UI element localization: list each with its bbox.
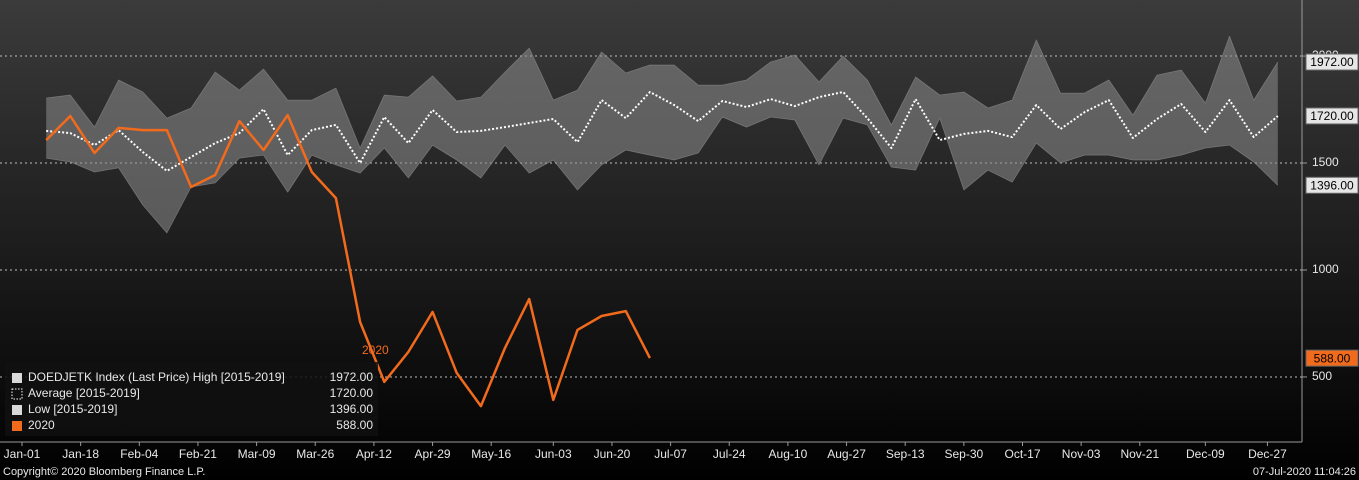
range-band	[46, 36, 1278, 234]
x-tick-label: Apr-12	[356, 447, 392, 461]
x-tick-label: Mar-09	[238, 447, 276, 461]
legend-label: Low [2015-2019]	[28, 402, 117, 416]
copyright: Copyright© 2020 Bloomberg Finance L.P.	[3, 466, 205, 478]
value-tag	[1305, 176, 1359, 194]
value-tag	[1305, 349, 1359, 367]
y-tick-label: 500	[1312, 369, 1332, 383]
legend-value: 1972.00	[330, 370, 374, 384]
x-tick-label: Dec-27	[1248, 447, 1287, 461]
value-tag-label: 1396.00	[1310, 178, 1354, 192]
x-tick-label: Nov-21	[1120, 447, 1159, 461]
legend-swatch	[12, 373, 22, 383]
series-line	[46, 116, 1279, 234]
x-tick-label: Aug-10	[769, 447, 808, 461]
x-tick-label: Sep-30	[944, 447, 983, 461]
x-tick-label: Apr-29	[415, 447, 451, 461]
timestamp: 07-Jul-2020 11:04:26	[1253, 466, 1356, 478]
y-tick-label: 1000	[1312, 262, 1339, 276]
x-tick-label: Nov-03	[1062, 447, 1101, 461]
x-tick-label: Jan-18	[62, 447, 99, 461]
legend-swatch	[11, 388, 23, 400]
legend-value: 1720.00	[330, 386, 374, 400]
y-tick-label: 1500	[1312, 155, 1339, 169]
x-tick-label: Sep-13	[886, 447, 925, 461]
legend-label: 2020	[28, 418, 55, 432]
legend-value: 588.00	[336, 418, 373, 432]
legend: DOEDJETK Index (Last Price) High [2015-2…	[5, 362, 378, 436]
x-tick-label: Jun-20	[594, 447, 631, 461]
x-tick-label: Jul-07	[654, 447, 687, 461]
x-tick-label: Oct-17	[1004, 447, 1040, 461]
legend-swatch	[12, 421, 22, 431]
plot	[45, 35, 1279, 408]
x-tick-label: May-16	[471, 447, 511, 461]
value-tag	[1305, 53, 1359, 71]
x-tick-label: Jan-01	[4, 447, 41, 461]
x-tick-label: Mar-26	[296, 447, 334, 461]
legend-label: DOEDJETK Index (Last Price) High [2015-2…	[28, 370, 285, 384]
legend-label: Average [2015-2019]	[28, 386, 140, 400]
last-value-tags: 1972.00 1720.00 1396.00 588.00	[1305, 53, 1359, 367]
series-line	[46, 91, 1279, 172]
value-tag-label: 1720.00	[1310, 109, 1354, 123]
x-tick-label: Jun-03	[535, 447, 572, 461]
value-tag-label: 588.00	[1314, 351, 1351, 365]
legend-box	[5, 362, 378, 436]
series-line	[46, 35, 1279, 149]
x-tick-label: Feb-21	[179, 447, 217, 461]
x-tick-label: Dec-09	[1186, 447, 1225, 461]
annotation: 2020	[362, 343, 389, 357]
x-tick-label: Feb-04	[120, 447, 158, 461]
x-tick-label: Aug-27	[827, 447, 866, 461]
value-tag-label: 1972.00	[1310, 55, 1354, 69]
legend-swatch	[12, 405, 22, 415]
legend-value: 1396.00	[330, 402, 374, 416]
x-tick-label: Jul-24	[713, 447, 746, 461]
series-line	[45, 113, 652, 408]
value-tag	[1305, 107, 1359, 125]
axis-labels: 500100015002000Jan-01Jan-18Feb-04Feb-21M…	[4, 48, 1339, 461]
